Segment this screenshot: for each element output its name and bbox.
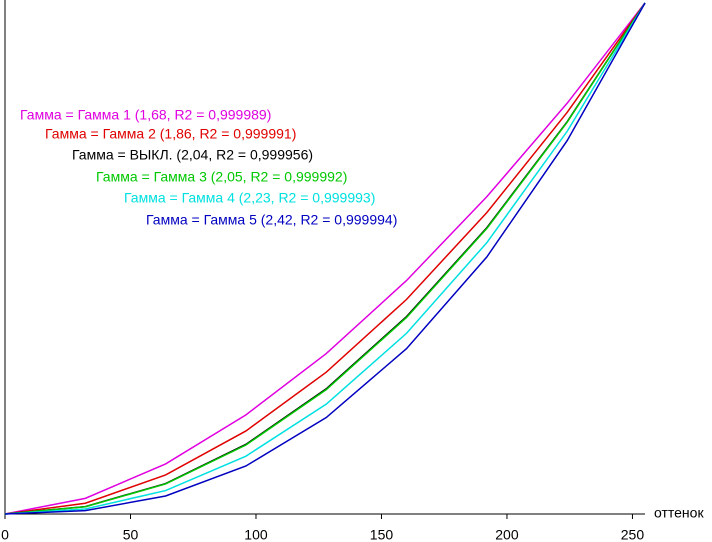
legend-entry: Гамма = Гамма 1 (1,68, R2 = 0,999989) <box>20 107 271 123</box>
x-tick-label: 100 <box>244 527 268 542</box>
legend-entry: Гамма = Гамма 5 (2,42, R2 = 0,999994) <box>146 212 397 228</box>
x-tick-label: 0 <box>1 527 9 542</box>
series-line <box>4 2 646 515</box>
x-axis-label: оттенок <box>654 505 704 521</box>
legend-entry: Гамма = Гамма 3 (2,05, R2 = 0,999992) <box>96 169 347 185</box>
legend-entry: Гамма = ВЫКЛ. (2,04, R2 = 0,999956) <box>72 147 313 163</box>
legend-entry: Гамма = Гамма 4 (2,23, R2 = 0,999993) <box>124 190 375 206</box>
x-tick-label: 250 <box>621 527 645 542</box>
series-line <box>4 2 646 515</box>
x-tick-label: 150 <box>370 527 394 542</box>
x-tick-label: 200 <box>495 527 519 542</box>
series-line <box>4 2 646 515</box>
series-line <box>4 2 646 515</box>
x-tick-label: 50 <box>123 527 139 542</box>
series-line <box>4 2 646 515</box>
series-line <box>4 2 646 515</box>
legend-entry: Гамма = Гамма 2 (1,86, R2 = 0,999991) <box>45 126 296 142</box>
